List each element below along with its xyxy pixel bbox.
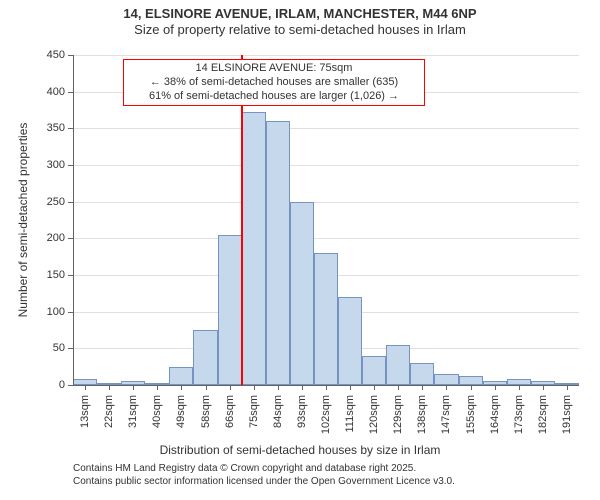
x-tick-label: 40sqm [151, 395, 163, 428]
x-tick-label: 164sqm [489, 395, 501, 434]
histogram-bar [193, 330, 217, 385]
annotation-line-2: ← 38% of semi-detached houses are smalle… [130, 76, 418, 90]
x-axis-label: Distribution of semi-detached houses by … [160, 443, 441, 457]
histogram-bar [266, 121, 290, 385]
x-tick-label: 138sqm [416, 395, 428, 434]
y-tick-label: 300 [47, 159, 65, 171]
chart-title: 14, ELSINORE AVENUE, IRLAM, MANCHESTER, … [0, 6, 600, 37]
x-tick-label: 155sqm [465, 395, 477, 434]
x-tick-label: 111sqm [344, 395, 356, 433]
x-tick-label: 182sqm [537, 395, 549, 434]
x-tick-label: 93sqm [296, 395, 308, 428]
x-tick-label: 102sqm [320, 395, 332, 434]
histogram-bar [434, 374, 458, 385]
histogram-bar [314, 253, 338, 385]
annotation-line-1: 14 ELSINORE AVENUE: 75sqm [130, 62, 418, 76]
histogram-bar [242, 112, 266, 385]
x-tick-label: 191sqm [561, 395, 573, 434]
y-tick-label: 0 [59, 379, 65, 391]
y-tick-label: 150 [47, 269, 65, 281]
credits-line-1: Contains HM Land Registry data © Crown c… [73, 463, 455, 476]
y-axis [73, 55, 74, 385]
x-tick-label: 13sqm [79, 395, 91, 428]
histogram-bar [362, 356, 386, 385]
histogram-bar [169, 367, 193, 385]
x-tick-label: 49sqm [175, 395, 187, 428]
grid-line [73, 128, 579, 129]
x-tick-label: 173sqm [513, 395, 525, 434]
annotation-line-3: 61% of semi-detached houses are larger (… [130, 90, 418, 104]
histogram-bar [386, 345, 410, 385]
y-tick-label: 250 [47, 196, 65, 208]
y-tick-label: 100 [47, 306, 65, 318]
x-tick-label: 129sqm [392, 395, 404, 434]
x-tick-label: 22sqm [103, 395, 115, 428]
y-tick-label: 200 [47, 232, 65, 244]
grid-line [73, 55, 579, 56]
annotation-box: 14 ELSINORE AVENUE: 75sqm ← 38% of semi-… [123, 59, 425, 106]
x-tick-label: 66sqm [224, 395, 236, 428]
histogram-bar [290, 202, 314, 385]
credits: Contains HM Land Registry data © Crown c… [73, 463, 455, 488]
x-axis [73, 385, 579, 386]
grid-line [73, 165, 579, 166]
y-tick-label: 400 [47, 86, 65, 98]
title-line-1: 14, ELSINORE AVENUE, IRLAM, MANCHESTER, … [0, 6, 600, 22]
x-tick-label: 31sqm [127, 395, 139, 428]
title-line-2: Size of property relative to semi-detach… [0, 22, 600, 38]
x-tick-label: 84sqm [272, 395, 284, 428]
chart-container: { "title": { "line1": "14, ELSINORE AVEN… [0, 0, 600, 500]
x-tick-label: 147sqm [440, 395, 452, 434]
grid-line [73, 238, 579, 239]
y-tick-label: 450 [47, 49, 65, 61]
x-tick-label: 120sqm [368, 395, 380, 434]
grid-line [73, 202, 579, 203]
x-tick-label: 58sqm [200, 395, 212, 428]
credits-line-2: Contains public sector information licen… [73, 476, 455, 489]
histogram-bar [459, 376, 483, 385]
y-tick-label: 50 [53, 342, 65, 354]
histogram-bar [338, 297, 362, 385]
y-tick-label: 350 [47, 122, 65, 134]
x-tick-label: 75sqm [248, 395, 260, 428]
y-axis-label: Number of semi-detached properties [16, 123, 30, 318]
histogram-bar [218, 235, 242, 385]
histogram-bar [410, 363, 434, 385]
